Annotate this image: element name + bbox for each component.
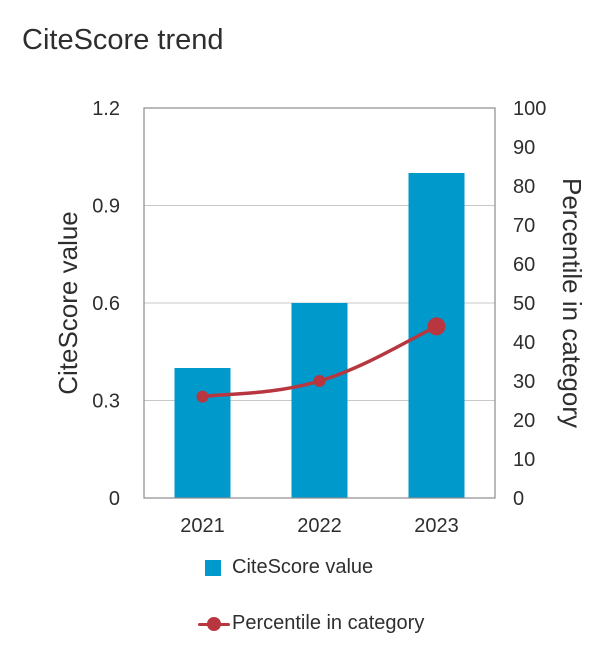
percentile-point-2021[interactable]	[196, 390, 209, 403]
y-tick-label: 0.3	[92, 391, 120, 413]
legend-label-citescore: CiteScore value	[232, 556, 374, 578]
y2-tick-label: 70	[513, 215, 535, 237]
legend-item-percentile[interactable]: Percentile in category	[198, 612, 424, 635]
y2-axis-label: Percentile in category	[557, 178, 587, 428]
y-tick-label: 0.6	[92, 293, 120, 315]
x-tick-label: 2022	[297, 515, 342, 537]
y-tick-label: 0.9	[92, 196, 120, 218]
bar-2021[interactable]	[174, 368, 231, 498]
axes	[143, 107, 496, 499]
bar-legend-swatch	[205, 559, 221, 576]
x-tick-label: 2021	[180, 515, 225, 537]
y2-tick-label: 20	[513, 410, 535, 432]
percentile-point-2022[interactable]	[313, 375, 326, 387]
y2-tick-label: 100	[513, 98, 546, 120]
y-axis-label: CiteScore value	[53, 211, 83, 395]
percentile-point-2023[interactable]	[427, 317, 446, 336]
line-legend-swatch	[198, 616, 230, 632]
y2-tick-label: 80	[513, 176, 535, 198]
y2-tick-label: 90	[513, 137, 535, 159]
legend-item-citescore[interactable]: CiteScore value	[198, 556, 373, 579]
y2-tick-label: 0	[513, 488, 524, 510]
y2-tick-label: 10	[513, 449, 535, 471]
legend-label-percentile: Percentile in category	[232, 612, 425, 634]
citescore-chart: 0 0.3 0.6 0.9 1.2 0 10 20 30 40 50 60 70 80 90 100 2021 2…	[53, 98, 587, 537]
x-tick-label: 2023	[414, 515, 459, 537]
y-tick-label: 0	[109, 488, 120, 510]
tick-labels: 0 0.3 0.6 0.9 1.2 0 10 20 30 40 50 60 70 80 90 100 2021 2…	[92, 98, 546, 537]
percentile-line-group	[196, 317, 446, 403]
bar-2022[interactable]	[291, 303, 348, 498]
plot-frame	[143, 107, 496, 499]
chart-title: CiteScore trend	[22, 24, 224, 56]
y2-tick-label: 30	[513, 371, 535, 393]
y-tick-label: 1.2	[92, 98, 120, 120]
y2-tick-label: 60	[513, 254, 535, 276]
y2-tick-label: 50	[513, 293, 535, 315]
y2-tick-label: 40	[513, 332, 535, 354]
